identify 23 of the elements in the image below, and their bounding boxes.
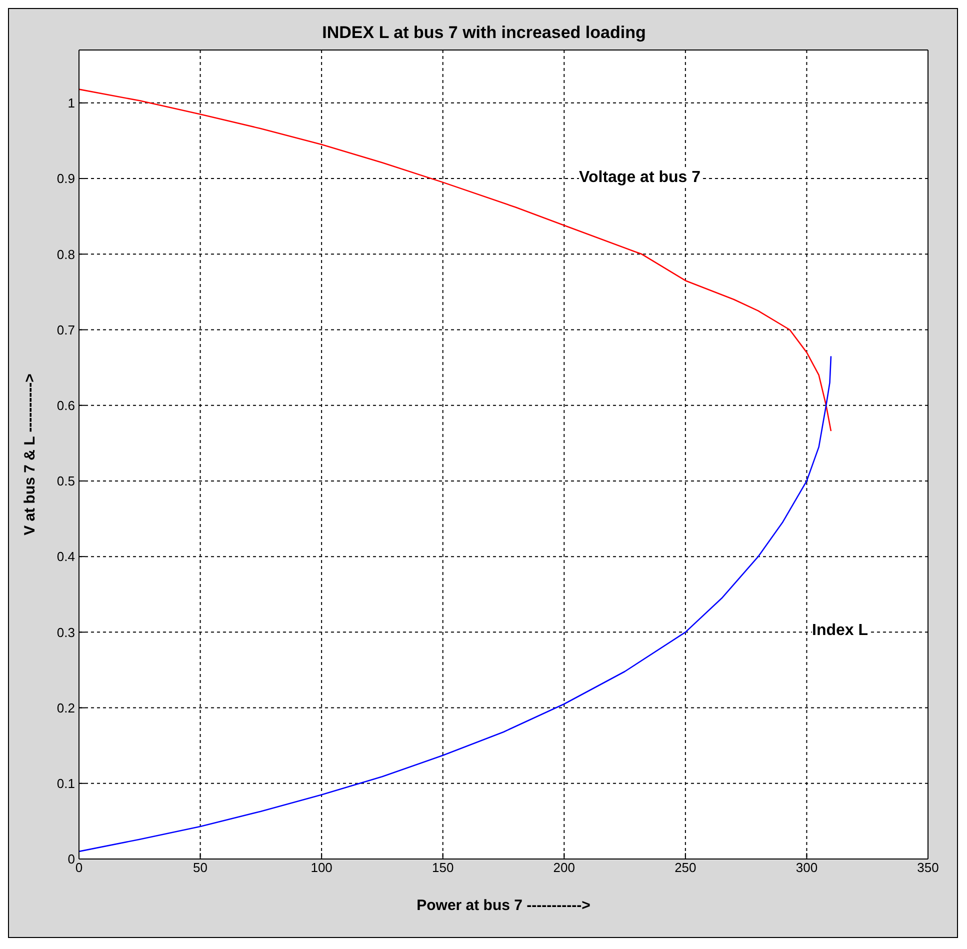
y-tick-label: 1 (68, 96, 75, 111)
y-tick-label: 0.4 (56, 549, 75, 564)
x-tick-label: 150 (432, 860, 454, 876)
y-tick-label: 0.1 (56, 776, 75, 792)
annotation: Index L (812, 622, 868, 640)
x-tick-label: 50 (193, 860, 208, 876)
x-tick-label: 200 (553, 860, 575, 876)
y-tick-label: 0.7 (56, 322, 75, 338)
y-tick-label: 0.2 (56, 700, 75, 716)
x-tick-label: 100 (310, 860, 332, 876)
line-series (79, 88, 832, 432)
y-tick-label: 0.8 (56, 246, 75, 262)
annotation: Voltage at bus 7 (579, 169, 701, 187)
y-tick-label: 0.6 (56, 398, 75, 413)
y-tick-label: 0.5 (56, 474, 75, 489)
x-tick-label: 250 (674, 860, 696, 876)
x-axis-title: Power at bus 7 -----------> (416, 897, 591, 914)
x-tick-label: 300 (796, 860, 818, 876)
y-tick-label: 0.9 (56, 171, 75, 186)
chart-title: INDEX L at bus 7 with increased loading (321, 23, 647, 43)
y-axis-title: V at bus 7 & L ----------> (21, 373, 38, 536)
x-tick-label: 350 (917, 860, 939, 876)
y-tick-label: 0.3 (56, 624, 75, 640)
